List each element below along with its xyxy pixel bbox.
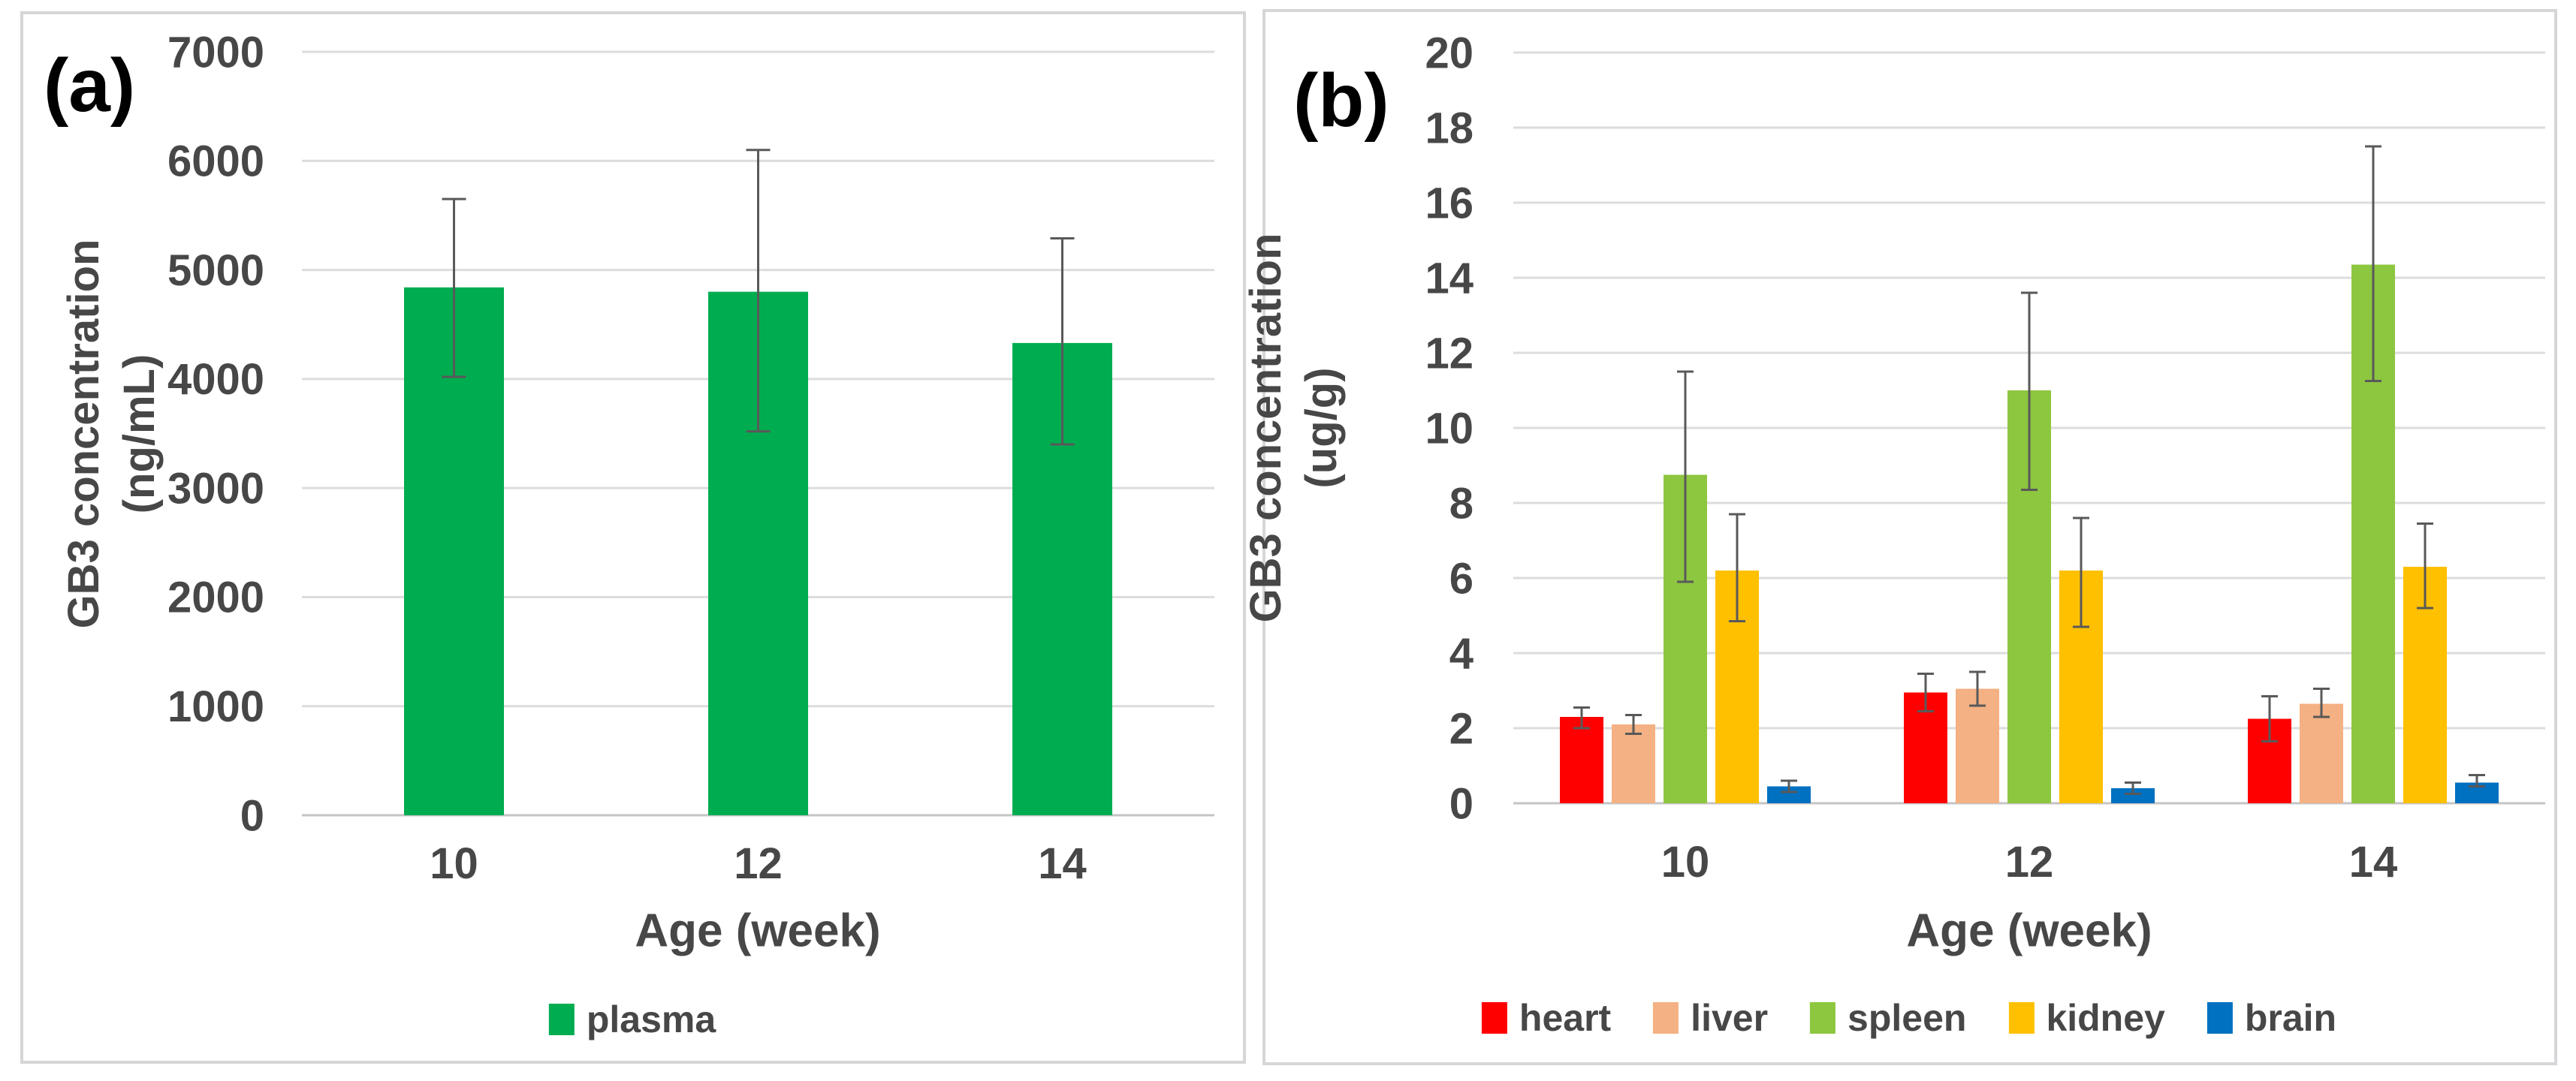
legend-a: plasma	[548, 998, 716, 1040]
error-bar-liver-10	[1625, 714, 1642, 735]
y-tick-label-b-6: 6	[1449, 554, 1474, 603]
y-tick-label-b-16: 16	[1425, 179, 1474, 227]
error-bar-kidney-10	[1729, 513, 1745, 622]
error-bar-liver-12	[1969, 670, 1986, 707]
y-tick-label-b-10: 10	[1425, 404, 1474, 453]
legend-label-plasma: plasma	[586, 998, 716, 1040]
legend-item-plasma: plasma	[548, 998, 716, 1040]
error-bar-liver-14	[2313, 688, 2330, 718]
legend-item-kidney: kidney	[2008, 997, 2165, 1039]
error-bar-spleen-14	[2365, 145, 2381, 382]
y-axis-title-a-line2: (ng/mL)	[115, 354, 164, 514]
legend-item-brain: brain	[2206, 997, 2337, 1039]
y-tick-label-b-20: 20	[1425, 29, 1474, 77]
y-tick-label-b-12: 12	[1425, 329, 1474, 378]
legend-label-heart: heart	[1519, 997, 1612, 1039]
y-tick-label-a-0: 0	[240, 791, 264, 840]
y-tick-label-b-8: 8	[1449, 479, 1474, 528]
error-bar-spleen-10	[1677, 370, 1694, 583]
y-tick-label-b-2: 2	[1449, 704, 1474, 753]
y-tick-label-b-0: 0	[1449, 779, 1474, 828]
y-tick-label-b-14: 14	[1425, 254, 1474, 303]
y-axis-title-a-line1: GB3 concentration	[59, 239, 108, 629]
legend-item-liver: liver	[1653, 999, 1768, 1037]
error-bar-brain-10	[1781, 779, 1797, 793]
x-tick-label-b-12: 12	[2005, 838, 2054, 887]
legend-label-spleen: spleen	[1848, 997, 1967, 1039]
panel-b	[1262, 9, 2557, 1065]
error-bar-brain-14	[2469, 774, 2485, 787]
error-bar-plasma-10	[442, 197, 466, 378]
legend-label-kidney: kidney	[2046, 997, 2165, 1039]
error-bar-kidney-12	[2073, 516, 2089, 628]
x-axis-title-b: Age (week)	[1906, 905, 2152, 957]
y-tick-label-b-4: 4	[1449, 629, 1474, 678]
y-tick-label-a-5000: 5000	[167, 246, 264, 295]
error-bar-spleen-12	[2021, 291, 2038, 491]
bar-liver-12	[1956, 688, 1999, 803]
legend-swatch-plasma	[548, 1004, 575, 1035]
error-bar-heart-10	[1573, 706, 1590, 730]
legend-swatch-brain	[2206, 1002, 2233, 1034]
x-tick-label-a-12: 12	[734, 839, 783, 888]
bar-brain-10	[1767, 786, 1811, 803]
bar-liver-10	[1612, 724, 1655, 803]
error-bar-heart-12	[1917, 673, 1934, 712]
y-tick-label-b-18: 18	[1425, 104, 1474, 152]
error-bar-plasma-14	[1050, 236, 1075, 446]
y-tick-label-a-2000: 2000	[167, 574, 264, 622]
legend-label-brain: brain	[2244, 997, 2337, 1039]
error-bar-kidney-14	[2417, 522, 2433, 610]
y-axis-title-b-line1: GB3 concentration	[1241, 233, 1290, 623]
legend-swatch-spleen	[1810, 1002, 1836, 1034]
legend-item-spleen: spleen	[1810, 999, 1966, 1037]
x-axis-title-a: Age (week)	[635, 905, 881, 957]
y-axis-title-b-line2: (ug/g)	[1297, 367, 1346, 489]
error-bar-heart-14	[2261, 695, 2278, 742]
legend-swatch-heart	[1481, 1002, 1507, 1034]
bar-liver-14	[2300, 703, 2343, 803]
error-bar-plasma-12	[746, 149, 771, 433]
bar-heart-10	[1560, 717, 1603, 803]
panel-label-a: (a)	[44, 44, 136, 128]
y-axis-title-b: GB3 concentration (ug/g)	[1238, 233, 1350, 623]
y-axis-title-a: GB3 concentration (ng/mL)	[56, 239, 167, 629]
y-tick-label-a-3000: 3000	[167, 464, 264, 513]
y-tick-label-a-6000: 6000	[167, 137, 264, 186]
legend-swatch-kidney	[2008, 1002, 2035, 1034]
y-tick-label-a-1000: 1000	[167, 682, 264, 731]
x-tick-label-b-10: 10	[1661, 838, 1710, 887]
legend-label-liver: liver	[1691, 997, 1769, 1039]
legend-b: heart liver spleen kidney brain	[1481, 997, 2337, 1039]
x-tick-label-a-14: 14	[1038, 839, 1087, 888]
x-tick-label-a-10: 10	[430, 839, 478, 888]
y-tick-label-a-4000: 4000	[167, 355, 264, 404]
x-tick-label-b-14: 14	[2349, 838, 2398, 887]
y-tick-label-a-7000: 7000	[167, 28, 264, 77]
legend-swatch-liver	[1653, 1002, 1679, 1034]
error-bar-brain-12	[2125, 781, 2141, 795]
panel-label-b: (b)	[1293, 59, 1389, 143]
legend-item-heart: heart	[1481, 997, 1612, 1039]
bar-brain-12	[2111, 788, 2155, 803]
